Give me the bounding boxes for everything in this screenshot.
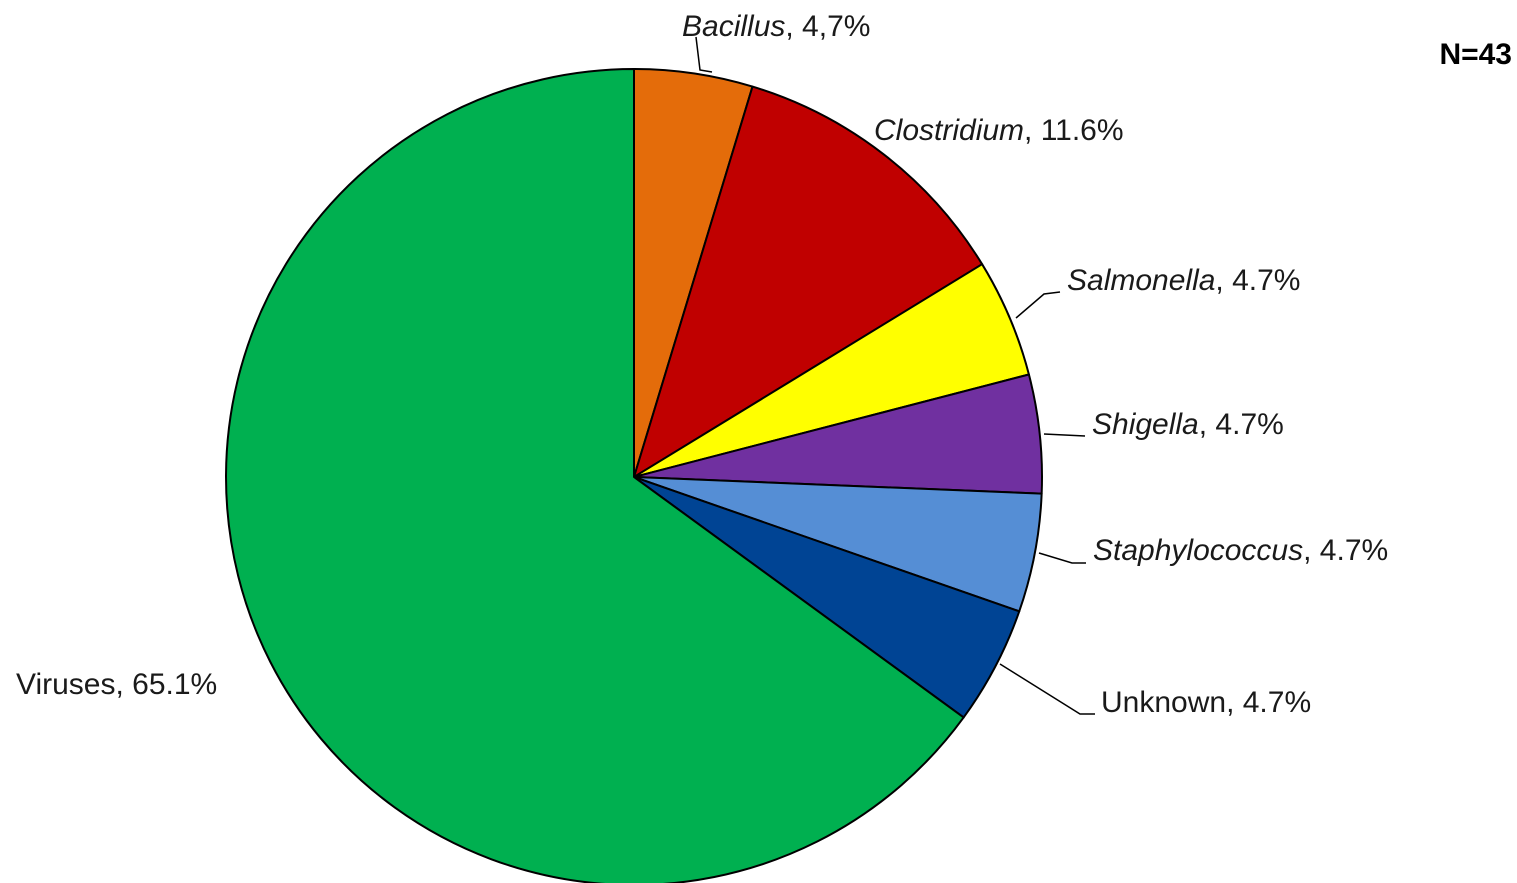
data-label-value: , 11.6% (1024, 114, 1124, 147)
leader-lines (695, 36, 1095, 715)
data-label-viruses: Viruses, 65.1% (16, 668, 217, 701)
leader-line-shigella (1043, 433, 1086, 437)
data-label-value: , 4,7% (785, 10, 870, 43)
leader-line-staphylococcus (1038, 552, 1086, 564)
data-label-name: Salmonella (1067, 264, 1215, 297)
data-label-value: , 4.7% (1215, 264, 1300, 297)
data-label-name: Shigella (1092, 408, 1199, 441)
data-label-name: Staphylococcus (1093, 534, 1303, 567)
data-label-name: Viruses (16, 668, 116, 701)
data-label-name: Clostridium (874, 114, 1024, 147)
data-label-name: Unknown (1101, 686, 1226, 719)
pie-slice-viruses (225, 68, 965, 883)
data-label-value: , 4.7% (1199, 408, 1284, 441)
data-label-staphylococcus: Staphylococcus, 4.7% (1093, 534, 1388, 567)
data-label-value: , 4.7% (1226, 686, 1311, 719)
leader-line-salmonella (1015, 291, 1061, 319)
data-label-value: , 4.7% (1303, 534, 1388, 567)
data-labels: Bacillus, 4,7% Clostridium, 11.6% Salmonel… (16, 10, 1388, 719)
data-label-value: , 65.1% (116, 668, 218, 701)
leader-line-bacillus (695, 36, 713, 73)
data-label-shigella: Shigella, 4.7% (1092, 408, 1284, 441)
data-label-name: Bacillus (682, 10, 785, 43)
data-label-bacillus: Bacillus, 4,7% (682, 10, 870, 43)
pie-slice-clostridium (633, 85, 984, 478)
pie-slices (225, 68, 1043, 883)
data-label-unknown: Unknown, 4.7% (1101, 686, 1311, 719)
leader-line-unknown (999, 663, 1095, 715)
sample-size-label: N=43 (1439, 38, 1512, 71)
data-label-salmonella: Salmonella, 4.7% (1067, 264, 1300, 297)
data-label-clostridium: Clostridium, 11.6% (874, 114, 1124, 147)
